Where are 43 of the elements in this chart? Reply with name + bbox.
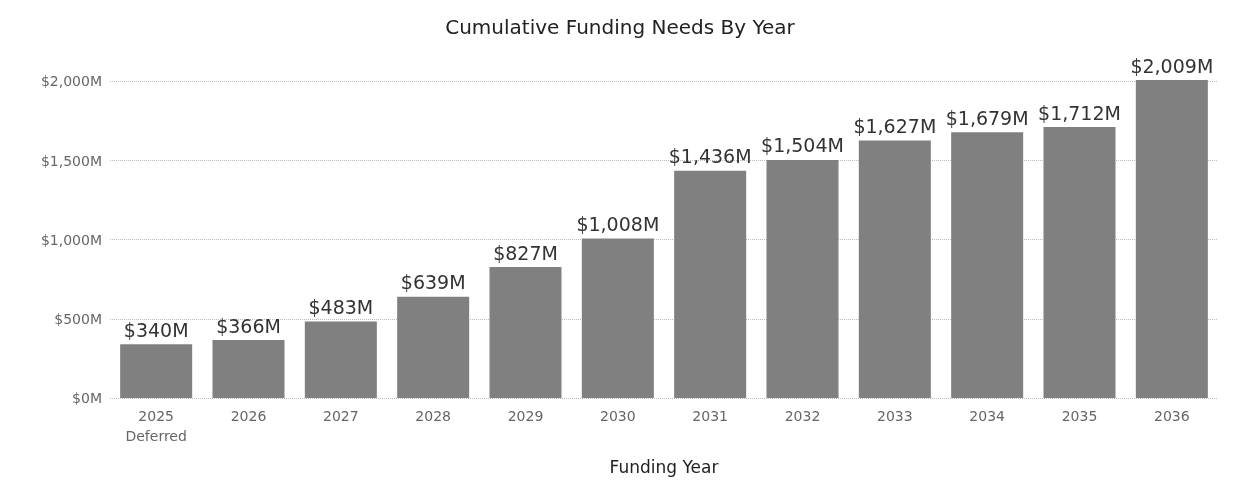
bar bbox=[951, 132, 1024, 398]
x-tick-label: 2030 bbox=[600, 408, 636, 424]
bar bbox=[674, 170, 747, 398]
x-axis-title: Funding Year bbox=[609, 456, 719, 477]
data-label: $1,436M bbox=[668, 145, 752, 168]
bar bbox=[397, 296, 470, 398]
y-tick-label: $2,000M bbox=[40, 73, 102, 90]
x-tick-label: 2034 bbox=[969, 408, 1006, 424]
data-label: $827M bbox=[493, 241, 558, 264]
data-label: $2,009M bbox=[1130, 54, 1214, 77]
data-label: $483M bbox=[308, 296, 374, 319]
data-label: $1,008M bbox=[576, 212, 660, 235]
x-tick-label: 2026 bbox=[230, 408, 267, 424]
y-tick-label: $1,500M bbox=[40, 152, 102, 169]
bar bbox=[1135, 80, 1208, 398]
data-label: $639M bbox=[400, 271, 466, 294]
x-tick-label: 2035 bbox=[1061, 408, 1098, 424]
bar bbox=[766, 159, 839, 398]
bar bbox=[212, 340, 285, 398]
x-tick-label: 2032 bbox=[784, 408, 821, 424]
data-label: $1,504M bbox=[761, 134, 844, 157]
data-label: $1,679M bbox=[945, 106, 1029, 129]
bar bbox=[858, 140, 931, 398]
x-tick-label: 2031 bbox=[692, 408, 728, 424]
bar bbox=[1043, 127, 1116, 398]
x-tick-label: 2027 bbox=[323, 408, 359, 424]
data-label: $366M bbox=[216, 314, 281, 337]
data-label: $1,712M bbox=[1038, 101, 1121, 124]
bar bbox=[489, 267, 562, 398]
bar bbox=[581, 238, 654, 398]
bar bbox=[120, 344, 193, 398]
chart-title: Cumulative Funding Needs By Year bbox=[445, 15, 796, 39]
x-tick-label: 2036 bbox=[1154, 408, 1190, 424]
data-label: $1,627M bbox=[853, 114, 937, 137]
y-tick-label: $1,000M bbox=[40, 231, 102, 248]
y-tick-label: $0M bbox=[72, 390, 102, 406]
x-tick-label: 2028 bbox=[415, 408, 451, 424]
y-tick-label: $500M bbox=[54, 310, 102, 327]
data-label: $340M bbox=[123, 318, 189, 341]
x-tick-label: 2033 bbox=[877, 408, 913, 424]
x-tick-label: 2025 Deferred bbox=[125, 408, 187, 444]
x-tick-label: 2029 bbox=[507, 408, 544, 424]
bar bbox=[304, 321, 377, 398]
